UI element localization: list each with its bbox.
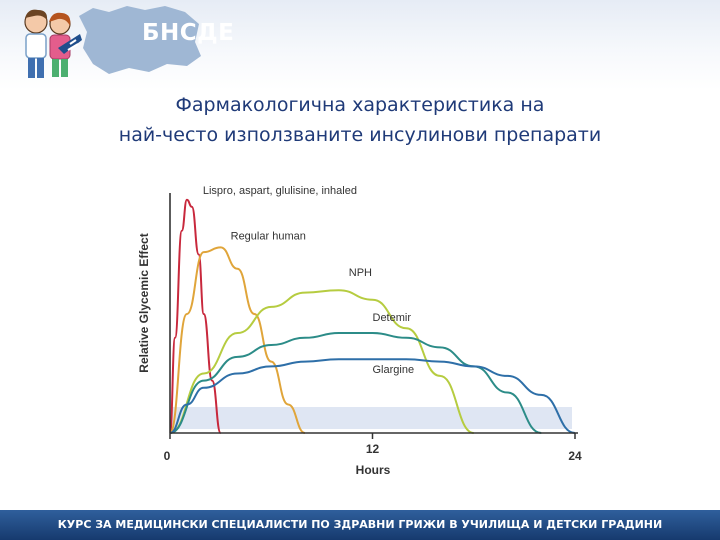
insulin-action-chart: 0 12 24 Lispro, aspart, glulisine, inhaled… [137,185,582,477]
series-label-5: Glargine [373,364,415,376]
footer-banner: КУРС ЗА МЕДИЦИНСКИ СПЕЦИАЛИСТИ ПО ЗДРАВН… [0,510,720,540]
x-ticks: 0 12 24 [164,433,582,463]
series-line-1 [169,198,222,434]
series-line-2 [169,246,306,434]
children-logo-icon [24,9,82,78]
page-title: Фармакологична характеристика на най-чес… [0,90,720,150]
watermark-band [172,407,572,429]
title-line-2: най-често използваните инсулинови препар… [118,124,602,146]
series-line-3 [169,289,475,434]
title-line-1: Фармакологична характеристика на [175,94,545,116]
bulgaria-map-icon [79,6,201,74]
x-tick-label-2: 12 [366,442,380,456]
header-banner: БНСДЕ [0,0,720,90]
series-line-5 [169,358,576,434]
series-label-1: Lispro, aspart, glulisine, inhaled [203,185,357,197]
x-axis-label: Hours [356,463,391,477]
x-tick-label-3: 24 [568,449,582,463]
y-axis-label: Relative Glycemic Effect [137,233,151,372]
series-lines [169,198,576,434]
series-label-3: NPH [349,267,372,279]
x-tick-label-1: 0 [164,449,171,463]
series-label-4: Detemir [373,312,412,324]
series-label-2: Regular human [231,230,306,242]
series-labels: Lispro, aspart, glulisine, inhaled Regula… [203,185,414,376]
logo-text: БНСДЕ [142,20,235,46]
